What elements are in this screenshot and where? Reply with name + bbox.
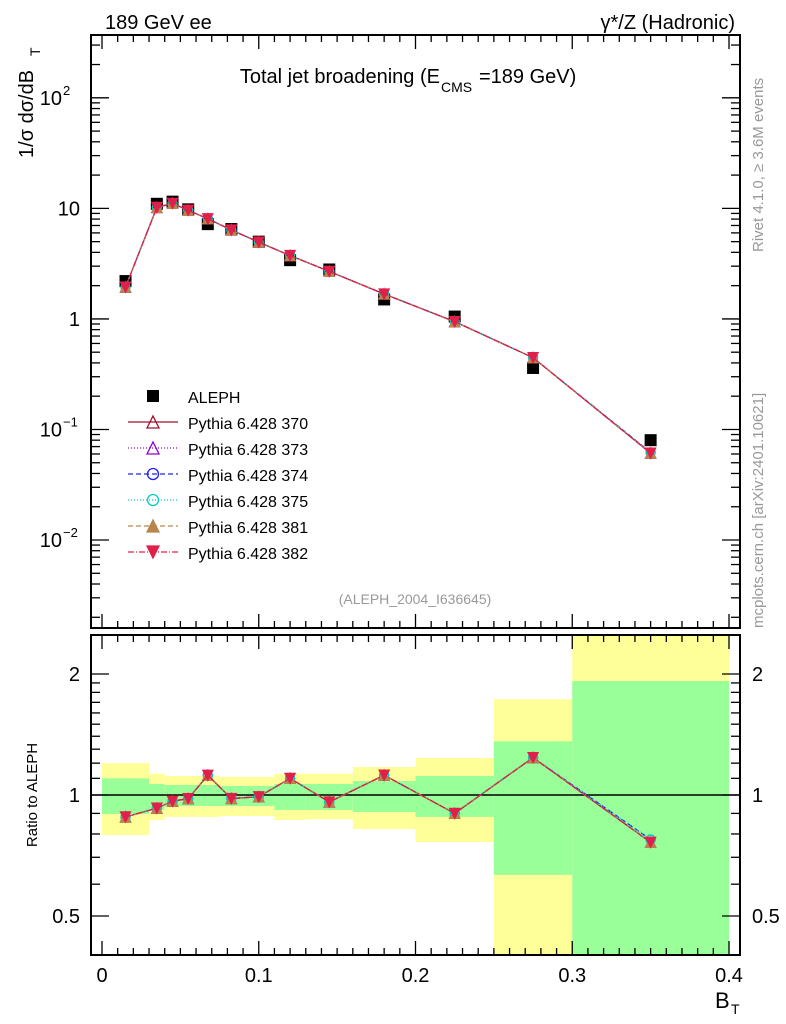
y-tick-label: 1 [69, 309, 80, 331]
header-left-label: 189 GeV ee [105, 12, 212, 34]
ratio-band-inner [274, 784, 306, 810]
data-point-aleph [527, 361, 540, 374]
header-right-label: γ*/Z (Hadronic) [601, 12, 735, 34]
main-plot-frame [90, 34, 741, 629]
ratio-point-pythia-382 [225, 792, 238, 805]
legend-label-pythia-370: Pythia 6.428 370 [188, 416, 308, 433]
ratio-point-pythia-382 [448, 807, 461, 820]
y-axis-label: 1/σ dσ/dB [16, 70, 38, 158]
y-axis-label-subscript: T [27, 47, 43, 56]
legend-marker-pythia-375 [146, 493, 160, 507]
x-tick-label: 0.1 [245, 965, 273, 987]
data-point-pythia-382 [527, 352, 540, 365]
x-axis-label-subscript: T [731, 1001, 740, 1017]
x-tick-label: 0.2 [402, 965, 430, 987]
legend-label-pythia-373: Pythia 6.428 373 [188, 442, 308, 459]
data-point-pythia-382 [119, 281, 132, 294]
data-point-aleph [644, 434, 657, 447]
data-point-pythia-382 [252, 236, 265, 249]
x-tick-label: 0 [96, 965, 107, 987]
ratio-point-pythia-382 [323, 796, 336, 809]
y-tick-exponent: 2 [63, 83, 70, 98]
y-tick-label: 2 [69, 664, 80, 686]
ratio-y-axis-label: Ratio to ALEPH [24, 743, 41, 847]
legend-label-pythia-382: Pythia 6.428 382 [188, 546, 308, 563]
y-tick-exponent: −2 [63, 525, 78, 540]
data-point-pythia-382 [284, 249, 297, 263]
y-tick-label: 10 [40, 419, 62, 441]
x-axis-label: B [715, 988, 730, 1013]
data-point-pythia-382 [166, 197, 179, 210]
ratio-point-pythia-382 [252, 791, 265, 804]
plot-title-end: =189 GeV) [479, 66, 576, 88]
legend-marker-aleph [147, 390, 159, 402]
plot-title: Total jet broadening (E [240, 66, 440, 88]
ratio-point-pythia-382 [644, 836, 657, 849]
legend-label-pythia-374: Pythia 6.428 374 [188, 468, 308, 485]
legend-label-aleph: ALEPH [188, 390, 240, 407]
data-point-pythia-382 [182, 204, 195, 217]
y-tick-label: 1 [69, 785, 80, 807]
legend-marker-pythia-382 [145, 545, 161, 560]
data-point-pythia-382 [644, 447, 657, 460]
rivet-version-label: Rivet 4.1.0, ≥ 3.6M events [750, 78, 767, 252]
ratio-band-inner [572, 681, 729, 955]
x-tick-label: 0.4 [715, 965, 743, 987]
mcplots-label: mcplots.cern.ch [arXiv:2401.10621] [750, 393, 767, 628]
data-point-pythia-382 [201, 213, 214, 226]
legend-marker-pythia-370 [145, 414, 161, 429]
y-tick-label: 10 [58, 198, 80, 220]
data-point-pythia-382 [225, 224, 238, 237]
data-point-pythia-382 [448, 315, 461, 329]
y-tick-label-right: 2 [752, 664, 763, 686]
y-tick-exponent: −1 [63, 414, 78, 429]
analysis-tag: (ALEPH_2004_I636645) [339, 591, 492, 607]
x-tick-label: 0.3 [558, 965, 586, 987]
ratio-point-pythia-382 [201, 769, 214, 782]
data-point-pythia-382 [150, 201, 163, 214]
legend-label-pythia-375: Pythia 6.428 375 [188, 494, 308, 511]
y-tick-label-right: 0.5 [752, 906, 780, 928]
legend-marker-pythia-381 [145, 518, 161, 533]
ratio-point-pythia-382 [527, 751, 540, 765]
ratio-point-pythia-382 [166, 795, 179, 808]
ratio-point-pythia-382 [119, 811, 132, 824]
ratio-band-inner [102, 778, 150, 814]
plot-title-subscript: CMS [441, 79, 472, 95]
legend-marker-pythia-374 [146, 467, 160, 481]
y-tick-label: 0.5 [52, 906, 80, 928]
legend-marker-pythia-373 [145, 440, 161, 455]
ratio-point-pythia-382 [150, 802, 163, 815]
ratio-point-pythia-382 [378, 769, 391, 782]
legend-label-pythia-381: Pythia 6.428 381 [188, 520, 308, 537]
y-tick-label: 10 [40, 88, 62, 110]
y-tick-label-right: 1 [752, 785, 763, 807]
data-point-pythia-382 [323, 265, 336, 278]
ratio-point-pythia-382 [182, 792, 195, 806]
y-tick-label: 10 [40, 530, 62, 552]
ratio-point-pythia-382 [284, 772, 297, 785]
data-point-pythia-382 [378, 288, 391, 301]
